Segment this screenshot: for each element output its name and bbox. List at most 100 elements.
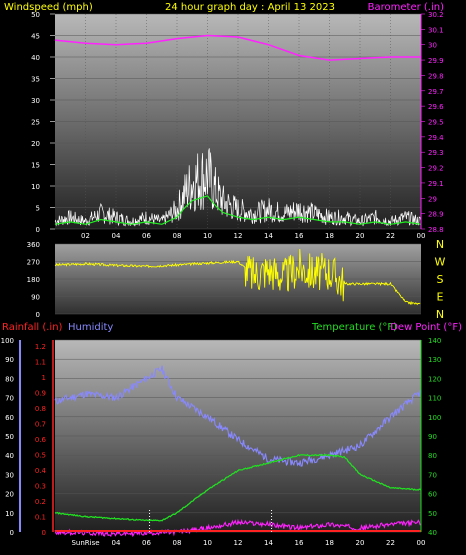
- y-tick-label: 1.1: [35, 359, 46, 367]
- y-tick-label: 29.8: [428, 72, 444, 80]
- x-tick-label: 10: [203, 539, 212, 547]
- temp-x-axis: SunRise 04 06 08 10 12 14 16 18 20 22 00: [71, 510, 425, 547]
- y-tick-label: 0.6: [35, 436, 47, 444]
- y-tick-label: 60: [428, 491, 437, 499]
- y-tick-label: 0.5: [35, 452, 46, 460]
- y-tick-label: 90: [31, 294, 40, 302]
- y-tick-label: 20: [31, 140, 40, 148]
- y-tick-label: 29.6: [428, 103, 444, 111]
- x-tick-label: 00: [417, 539, 426, 547]
- humidity-y-axis: 0 10 20 30 40 50 60 70 80 90 100: [1, 337, 21, 537]
- y-tick-label: 0.3: [35, 483, 46, 491]
- temperature-line: [54, 453, 422, 522]
- y-tick-label: 45: [31, 33, 40, 41]
- y-tick-label: 1.2: [35, 343, 46, 351]
- y-tick-label: 270: [27, 259, 40, 267]
- dewpoint-label: Dew Point (°F): [390, 322, 462, 333]
- y-tick-label: 10: [5, 510, 14, 518]
- y-tick-label: 70: [5, 395, 14, 403]
- y-tick-label: 120: [428, 375, 441, 383]
- humidity-label: Humidity: [68, 322, 113, 333]
- wind-panel-series: [54, 34, 422, 227]
- x-tick-label: SunRise: [71, 539, 99, 547]
- direction-panel-series: [54, 248, 421, 306]
- y-tick-label: 100: [1, 337, 14, 345]
- x-tick-label: 08: [173, 232, 182, 240]
- y-tick-label: 0.2: [35, 498, 46, 506]
- y-tick-label: 80: [428, 452, 437, 460]
- y-tick-label: 30: [5, 471, 14, 479]
- y-tick-label: 0.8: [35, 405, 46, 413]
- temp-panel-series: [54, 365, 422, 538]
- x-tick-label: 18: [325, 232, 334, 240]
- y-tick-label: 130: [428, 356, 441, 364]
- x-tick-label: 02: [81, 232, 90, 240]
- wind-x-axis: 02 04 06 08 10 12 14 16 18 20 22 00: [81, 232, 425, 240]
- y-tick-label: 0: [36, 311, 40, 319]
- y-tick-label: 50: [5, 433, 14, 441]
- barometer-label: Barometer (.in): [368, 2, 444, 13]
- x-tick-label: 22: [386, 232, 395, 240]
- y-tick-label: 28.9: [428, 211, 444, 219]
- temperature-y-axis: 40 50 60 70 80 90 100 110 120 130 140: [420, 337, 441, 537]
- y-tick-label: 70: [428, 471, 437, 479]
- x-tick-label: 12: [234, 539, 243, 547]
- y-tick-label: 35: [31, 76, 40, 84]
- y-tick-label: 90: [5, 356, 14, 364]
- y-tick-label: 30: [428, 42, 437, 50]
- x-tick-label: 16: [295, 539, 304, 547]
- compass-label: N: [436, 238, 444, 251]
- y-tick-label: 10: [31, 183, 40, 191]
- y-tick-label: 40: [31, 54, 40, 62]
- y-tick-label: 30: [31, 97, 40, 105]
- wind-y-axis: 0 5 10 15 20 25 30 35 40 45 50: [31, 11, 55, 234]
- y-tick-label: 29: [428, 195, 437, 203]
- y-tick-label: 1: [42, 374, 46, 382]
- y-tick-label: 15: [31, 162, 40, 170]
- chart-title: 24 hour graph day : April 13 2023: [165, 2, 335, 13]
- rainfall-label: Rainfall (.in): [2, 322, 63, 333]
- compass-label: E: [437, 291, 444, 304]
- barometer-line: [54, 34, 421, 61]
- wind-panel-grid: [55, 13, 422, 230]
- y-tick-label: 25: [31, 119, 40, 127]
- y-tick-label: 29.3: [428, 149, 444, 157]
- direction-line: [54, 248, 421, 306]
- y-tick-label: 30.2: [428, 11, 444, 19]
- y-tick-label: 20: [5, 491, 14, 499]
- x-tick-label: 20: [356, 232, 365, 240]
- x-tick-label: 12: [234, 232, 243, 240]
- y-tick-label: 29.7: [428, 88, 444, 96]
- x-tick-label: 06: [142, 539, 151, 547]
- x-tick-label: 18: [325, 539, 334, 547]
- y-tick-label: 0: [36, 226, 40, 234]
- y-tick-label: 0.7: [35, 421, 46, 429]
- direction-panel-grid: [55, 243, 421, 315]
- humidity-line: [54, 365, 422, 467]
- y-tick-label: 29.5: [428, 119, 444, 127]
- x-tick-label: 04: [112, 539, 121, 547]
- x-tick-label: 10: [203, 232, 212, 240]
- y-tick-label: 0: [10, 529, 14, 537]
- compass-label: N: [436, 308, 444, 321]
- x-tick-label: 22: [386, 539, 395, 547]
- y-tick-label: 5: [36, 205, 40, 213]
- y-tick-label: 0.9: [35, 390, 46, 398]
- y-tick-label: 40: [428, 529, 437, 537]
- x-tick-label: 00: [417, 232, 426, 240]
- y-tick-label: 360: [27, 241, 40, 249]
- y-tick-label: 50: [428, 510, 437, 518]
- x-tick-label: 04: [112, 232, 121, 240]
- temperature-label: Temperature (°F): [311, 322, 397, 333]
- x-tick-label: 14: [264, 539, 273, 547]
- x-tick-label: 06: [142, 232, 151, 240]
- y-tick-label: 29.9: [428, 57, 444, 65]
- y-tick-label: 180: [27, 276, 40, 284]
- y-tick-label: 110: [428, 395, 441, 403]
- x-tick-label: 08: [173, 539, 182, 547]
- y-tick-label: 80: [5, 375, 14, 383]
- y-tick-label: 50: [31, 11, 40, 19]
- compass-label: S: [437, 273, 444, 286]
